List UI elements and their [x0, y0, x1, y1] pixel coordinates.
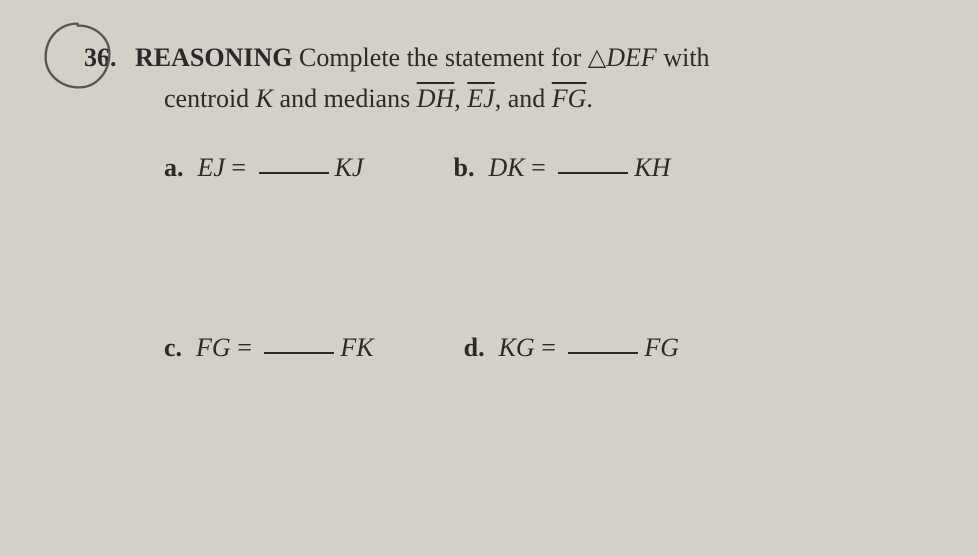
triangle-symbol: △ — [588, 45, 606, 71]
sub-c-rhs: FK — [340, 333, 373, 363]
sub-c-label: c. — [164, 333, 182, 363]
prompt-text-2: with — [657, 43, 710, 72]
problem-line-1: 36. REASONING Complete the statement for… — [60, 40, 918, 77]
blank-d[interactable] — [568, 352, 638, 354]
subproblem-b: b. DK = KH — [453, 153, 670, 183]
line2-text-2: and medians — [273, 84, 417, 113]
sub-d-label: d. — [464, 333, 485, 363]
subproblem-d: d. KG = FG — [464, 333, 679, 363]
subproblem-row-1: a. EJ = KJ b. DK = KH — [164, 153, 918, 183]
problem-line-2: centroid K and medians DH, EJ, and FG. — [60, 81, 918, 117]
sub-b-label: b. — [453, 153, 474, 183]
sub-a-rhs: KJ — [335, 153, 364, 183]
triangle-name: DEF — [606, 43, 657, 72]
line2-text-1: centroid — [164, 84, 256, 113]
sub-d-rhs: FG — [644, 333, 679, 363]
sub-a-label: a. — [164, 153, 184, 183]
subproblem-c: c. FG = FK — [164, 333, 374, 363]
problem-container: 36. REASONING Complete the statement for… — [60, 40, 918, 363]
sub-c-lhs: FG — [196, 333, 231, 363]
median-3: FG — [552, 84, 587, 113]
sub-a-lhs: EJ — [198, 153, 225, 183]
sub-b-rhs: KH — [634, 153, 670, 183]
sub-d-lhs: KG — [499, 333, 535, 363]
reasoning-label: REASONING — [135, 43, 292, 72]
subproblem-a: a. EJ = KJ — [164, 153, 363, 183]
blank-b[interactable] — [558, 172, 628, 174]
subproblems-container: a. EJ = KJ b. DK = KH c. FG = FK — [60, 153, 918, 363]
comma-1: , — [454, 84, 467, 113]
equals-sign: = — [525, 153, 553, 183]
equals-sign: = — [225, 153, 253, 183]
line2-text-3: . — [586, 84, 593, 113]
hand-drawn-circle-icon — [40, 18, 115, 93]
equals-sign: = — [231, 333, 259, 363]
blank-c[interactable] — [264, 352, 334, 354]
comma-2: , and — [495, 84, 552, 113]
median-2: EJ — [467, 84, 494, 113]
median-1: DH — [417, 84, 455, 113]
blank-a[interactable] — [259, 172, 329, 174]
centroid-name: K — [256, 84, 273, 113]
sub-b-lhs: DK — [488, 153, 524, 183]
subproblem-row-2: c. FG = FK d. KG = FG — [164, 333, 918, 363]
equals-sign: = — [535, 333, 563, 363]
prompt-text-1: Complete the statement for — [299, 43, 588, 72]
